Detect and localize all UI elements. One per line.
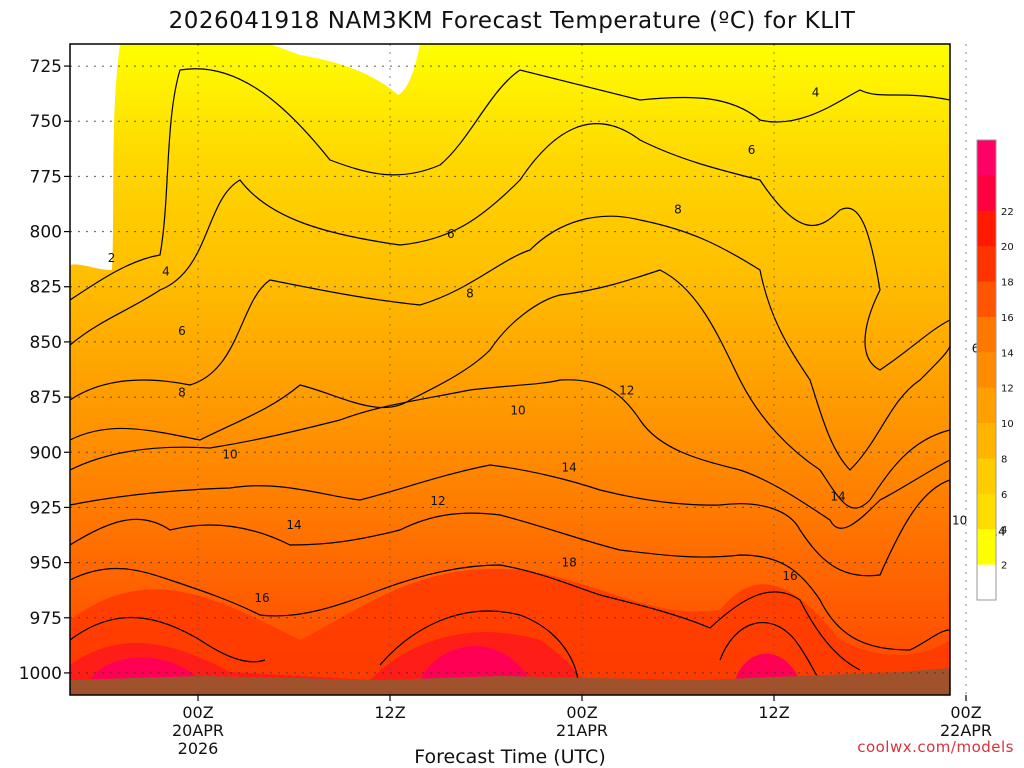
contour-label: 10 [510, 403, 525, 417]
colorbar-tick-label: 8 [1001, 454, 1007, 465]
credit-text[interactable]: coolwx.com/models [857, 738, 1014, 756]
contour-label: 12 [430, 494, 445, 508]
contour-label: 18 [562, 556, 577, 570]
colorbar-tick-label: 20 [1001, 242, 1014, 253]
y-tick-label: 750 [30, 112, 62, 132]
contour-label: 4 [162, 264, 170, 278]
contour-label: 16 [782, 569, 797, 583]
contour-label: 8 [178, 386, 186, 400]
y-tick-label: 975 [30, 609, 62, 629]
contour-label: 6 [178, 324, 186, 338]
colorbar-tick-label: 2 [1001, 561, 1007, 572]
y-tick-label: 725 [30, 57, 62, 77]
contour-label: 6 [972, 342, 980, 356]
y-tick-label: 900 [30, 443, 62, 463]
contour-label: 14 [562, 461, 577, 475]
colorbar-segment [977, 352, 996, 389]
colorbar-tick-label: 6 [1001, 490, 1007, 501]
contour-18 [70, 564, 861, 671]
contour-label: 6 [748, 143, 756, 157]
colorbar-tick-label: 10 [1001, 419, 1014, 430]
colorbar-segment [977, 529, 996, 566]
contour-label: 14 [286, 518, 301, 532]
chart-title: 2026041918 NAM3KM Forecast Temperature (… [169, 8, 856, 34]
x-tick-label: 20APR [172, 721, 224, 740]
x-tick-label: 00Z [182, 703, 213, 722]
x-tick-label: 12Z [758, 703, 789, 722]
colorbar-tick-label: 22 [1001, 207, 1014, 218]
warm-core-2 [420, 646, 530, 680]
colorbar-segment [977, 564, 996, 601]
y-tick-label: 800 [30, 223, 62, 243]
colorbar-segment [977, 210, 996, 247]
colorbar-segment [977, 458, 996, 495]
y-tick-label: 875 [30, 388, 62, 408]
plot-frame [69, 43, 951, 696]
contour-label: 6 [447, 227, 455, 241]
surface-ground [70, 668, 950, 695]
colorbar-tick-label: 18 [1001, 278, 1014, 289]
colorbar-tick-label: 14 [1001, 348, 1014, 359]
colorbar-segment [977, 281, 996, 318]
y-tick-label: 950 [30, 554, 62, 574]
contour-12 [70, 379, 950, 529]
plot-area [70, 44, 950, 695]
contour-label: 8 [466, 286, 474, 300]
colorbar-segment [977, 246, 996, 283]
colorbar-segment [977, 316, 996, 353]
contour-label: 14 [830, 489, 845, 503]
grid-lines [70, 44, 967, 695]
x-tick-label: 00Z [950, 703, 981, 722]
cold-region-left [70, 44, 120, 270]
x-tick-label: 22APR [940, 721, 992, 740]
band-18 [70, 568, 950, 695]
x-tick-label: 00Z [566, 703, 597, 722]
colorbar-segment [977, 140, 996, 176]
colorbar-segment [977, 175, 996, 212]
contour-label: 12 [619, 383, 634, 397]
contour-label: 16 [254, 591, 269, 605]
contour-label: 10 [222, 447, 237, 461]
colorbar-tick-label: 4 [1001, 525, 1007, 536]
contour-6 [70, 123, 950, 371]
contour-label: 4 [812, 86, 820, 100]
colorbar: 2 4 6 8 10 12 14 16 18 20 22 [976, 139, 1014, 601]
contour-20 [70, 610, 821, 681]
contour-label: 10 [952, 514, 967, 528]
contour-label: 8 [674, 203, 682, 217]
contour-16 [70, 512, 950, 651]
x-tick-label: 21APR [556, 721, 608, 740]
colorbar-frame [976, 139, 997, 601]
contour-label: 2 [108, 251, 116, 265]
warm-core-1 [90, 657, 200, 680]
x-tick-label: 12Z [374, 703, 405, 722]
x-axis-label: Forecast Time (UTC) [414, 746, 605, 768]
contour-lines [70, 68, 950, 681]
colorbar-segment [977, 493, 996, 530]
cold-region-top [270, 44, 420, 95]
y-tick-label: 775 [30, 167, 62, 187]
contour-10 [70, 269, 950, 509]
y-tick-label: 1000 [19, 664, 62, 684]
contour-8 [70, 215, 950, 471]
y-tick-label: 850 [30, 333, 62, 353]
colorbar-tick-label: 12 [1001, 384, 1014, 395]
colorbar-tick-label: 16 [1001, 313, 1014, 324]
y-tick-label: 925 [30, 498, 62, 518]
x-tick-label: 2026 [178, 739, 219, 758]
colorbar-segment [977, 387, 996, 424]
contour-14 [70, 464, 950, 577]
y-tick-label: 825 [30, 278, 62, 298]
contour-4 [70, 68, 950, 301]
y-axis: 725 750 775 800 825 850 875 900 925 950 975 1000 [19, 57, 70, 684]
colorbar-segment [977, 423, 996, 459]
